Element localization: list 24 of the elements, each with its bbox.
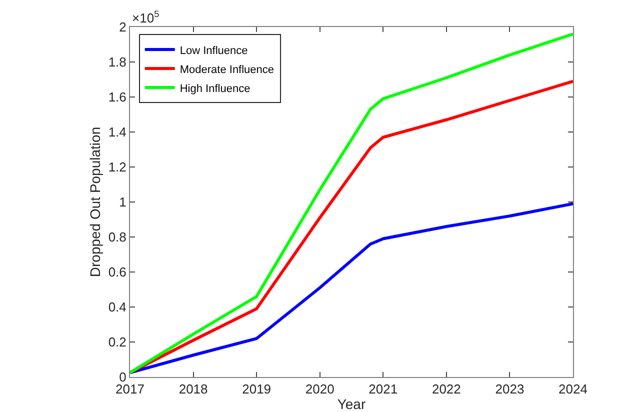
y-tick-label: 1.2 xyxy=(108,160,126,175)
y-tick-label: 1.4 xyxy=(108,124,126,140)
line-series xyxy=(130,202,573,374)
y-tick-label: 1 xyxy=(119,194,126,210)
legend-label: Low Influence xyxy=(180,44,248,57)
x-tick-label: 2018 xyxy=(178,382,208,397)
x-tick-label: 2022 xyxy=(432,382,461,397)
x-axis-title: Year xyxy=(337,396,366,412)
y-tick-label: 1.6 xyxy=(108,90,126,105)
y-tick-label: 0.8 xyxy=(108,230,126,245)
y-tick-label: 0.6 xyxy=(108,264,126,280)
x-tick-label: 2020 xyxy=(305,382,334,397)
y-axis-title: Dropped Out Population xyxy=(86,126,103,278)
legend-label: High Influence xyxy=(180,82,250,95)
x-tick-label: 2024 xyxy=(558,382,588,397)
x-tick-label: 2019 xyxy=(242,382,272,397)
x-tick-label: 2021 xyxy=(368,382,398,397)
y-tick-label: 0.2 xyxy=(108,334,126,350)
x-tick-label: 2023 xyxy=(495,382,524,397)
y-tick-label: 0.4 xyxy=(108,300,126,315)
y-tick-label: 1.8 xyxy=(108,54,126,70)
legend-label: Moderate Influence xyxy=(180,64,274,76)
y-tick-label: 2 xyxy=(119,20,126,35)
text: ×10$^{5}$ xyxy=(132,9,160,26)
